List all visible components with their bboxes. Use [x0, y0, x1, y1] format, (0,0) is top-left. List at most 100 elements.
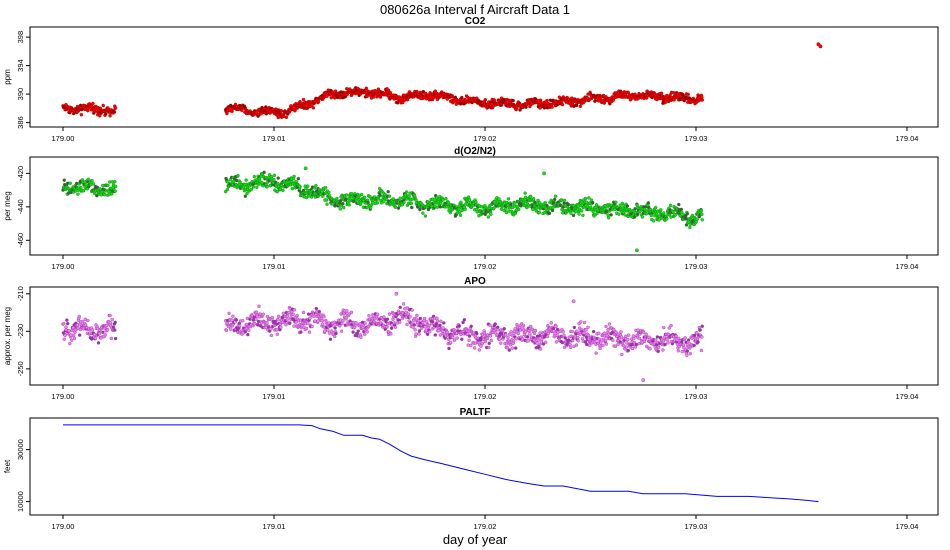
data-point: [69, 338, 74, 342]
y-axis-label: approx. per meg: [3, 307, 12, 365]
data-point: [243, 194, 247, 198]
data-point: [526, 339, 530, 343]
panel-1: d(O2/N2) per meg 179.00 179.01 179.02 179.03 1…: [3, 146, 939, 271]
panel-title: d(O2/N2): [454, 146, 496, 157]
data-point: [442, 321, 446, 325]
data-point: [77, 333, 82, 337]
data-point: [554, 324, 558, 329]
data-point: [561, 330, 565, 334]
data-point: [569, 211, 573, 215]
data-point: [398, 305, 402, 310]
y-tick-label: 394: [16, 59, 25, 72]
data-point: [677, 202, 681, 207]
data-point: [224, 328, 229, 332]
y-axis-label: per meg: [3, 191, 12, 220]
data-point: [700, 218, 704, 222]
data-point: [291, 312, 295, 317]
data-point: [669, 323, 673, 328]
data-point: [602, 331, 607, 335]
data-point: [529, 194, 533, 199]
data-point: [486, 215, 491, 219]
data-point: [577, 212, 581, 216]
data-point: [95, 185, 99, 189]
data-point: [588, 343, 592, 348]
data-point: [626, 348, 630, 353]
data-point: [467, 198, 472, 202]
data-point: [77, 314, 81, 319]
data-point: [326, 328, 330, 332]
data-point: [229, 327, 233, 331]
data-point: [393, 325, 398, 329]
data-point: [97, 331, 102, 336]
data-point: [560, 102, 565, 107]
data-point: [95, 193, 99, 198]
data-point: [362, 195, 367, 200]
data-point: [438, 205, 443, 209]
data-point: [547, 211, 552, 216]
data-point: [653, 205, 658, 210]
data-point: [339, 198, 343, 203]
data-point: [506, 197, 511, 201]
data-point: [79, 113, 84, 117]
data-point: [112, 110, 117, 114]
panel-2: APO approx. per meg 179.00 179.01 179.02 179.…: [3, 276, 939, 401]
data-point: [62, 178, 66, 182]
data-point: [252, 174, 256, 179]
data-point: [568, 345, 573, 350]
data-point: [298, 184, 302, 189]
data-point: [566, 202, 571, 207]
data-point: [113, 106, 118, 110]
data-point: [505, 345, 509, 350]
data-point: [102, 193, 107, 197]
x-tick-label: 179.01: [263, 522, 286, 531]
data-point: [327, 190, 331, 195]
data-point: [552, 197, 557, 202]
y-tick-label: 10000: [16, 491, 25, 512]
data-point: [688, 225, 692, 230]
data-point: [334, 331, 338, 336]
data-point: [113, 320, 117, 325]
data-point: [301, 97, 306, 102]
data-point: [110, 317, 114, 322]
data-point: [818, 44, 823, 49]
data-point: [685, 349, 690, 353]
data-point: [385, 325, 389, 329]
x-tick-label: 179.03: [685, 134, 708, 143]
y-tick-label: -250: [16, 361, 25, 376]
data-point: [646, 201, 651, 205]
data-point: [504, 333, 508, 337]
data-point: [489, 212, 493, 216]
data-point: [699, 208, 704, 213]
data-point: [314, 306, 319, 311]
data-point: [299, 330, 303, 334]
data-point: [571, 213, 576, 218]
data-point: [587, 196, 591, 200]
data-point: [686, 338, 691, 342]
data-point: [545, 334, 550, 339]
data-point: [511, 339, 516, 343]
y-tick-label: -230: [16, 324, 25, 339]
data-point: [272, 178, 276, 182]
data-point: [511, 98, 515, 103]
data-point: [86, 318, 90, 323]
data-point: [233, 102, 238, 107]
data-point: [106, 183, 110, 188]
x-tick-label: 179.01: [263, 262, 286, 271]
data-point: [341, 319, 345, 323]
data-point: [325, 202, 329, 206]
data-point: [655, 335, 660, 339]
data-point: [113, 179, 117, 184]
data-point: [582, 320, 587, 325]
data-point: [606, 216, 611, 220]
data-point: [66, 321, 70, 326]
data-point: [375, 201, 380, 205]
data-point: [483, 97, 488, 102]
data-point: [285, 314, 290, 318]
data-point: [562, 201, 566, 205]
data-point: [469, 324, 473, 328]
data-point: [472, 346, 477, 350]
data-point: [591, 200, 595, 205]
data-point: [398, 196, 402, 200]
data-point: [506, 335, 510, 340]
data-point: [333, 204, 337, 208]
